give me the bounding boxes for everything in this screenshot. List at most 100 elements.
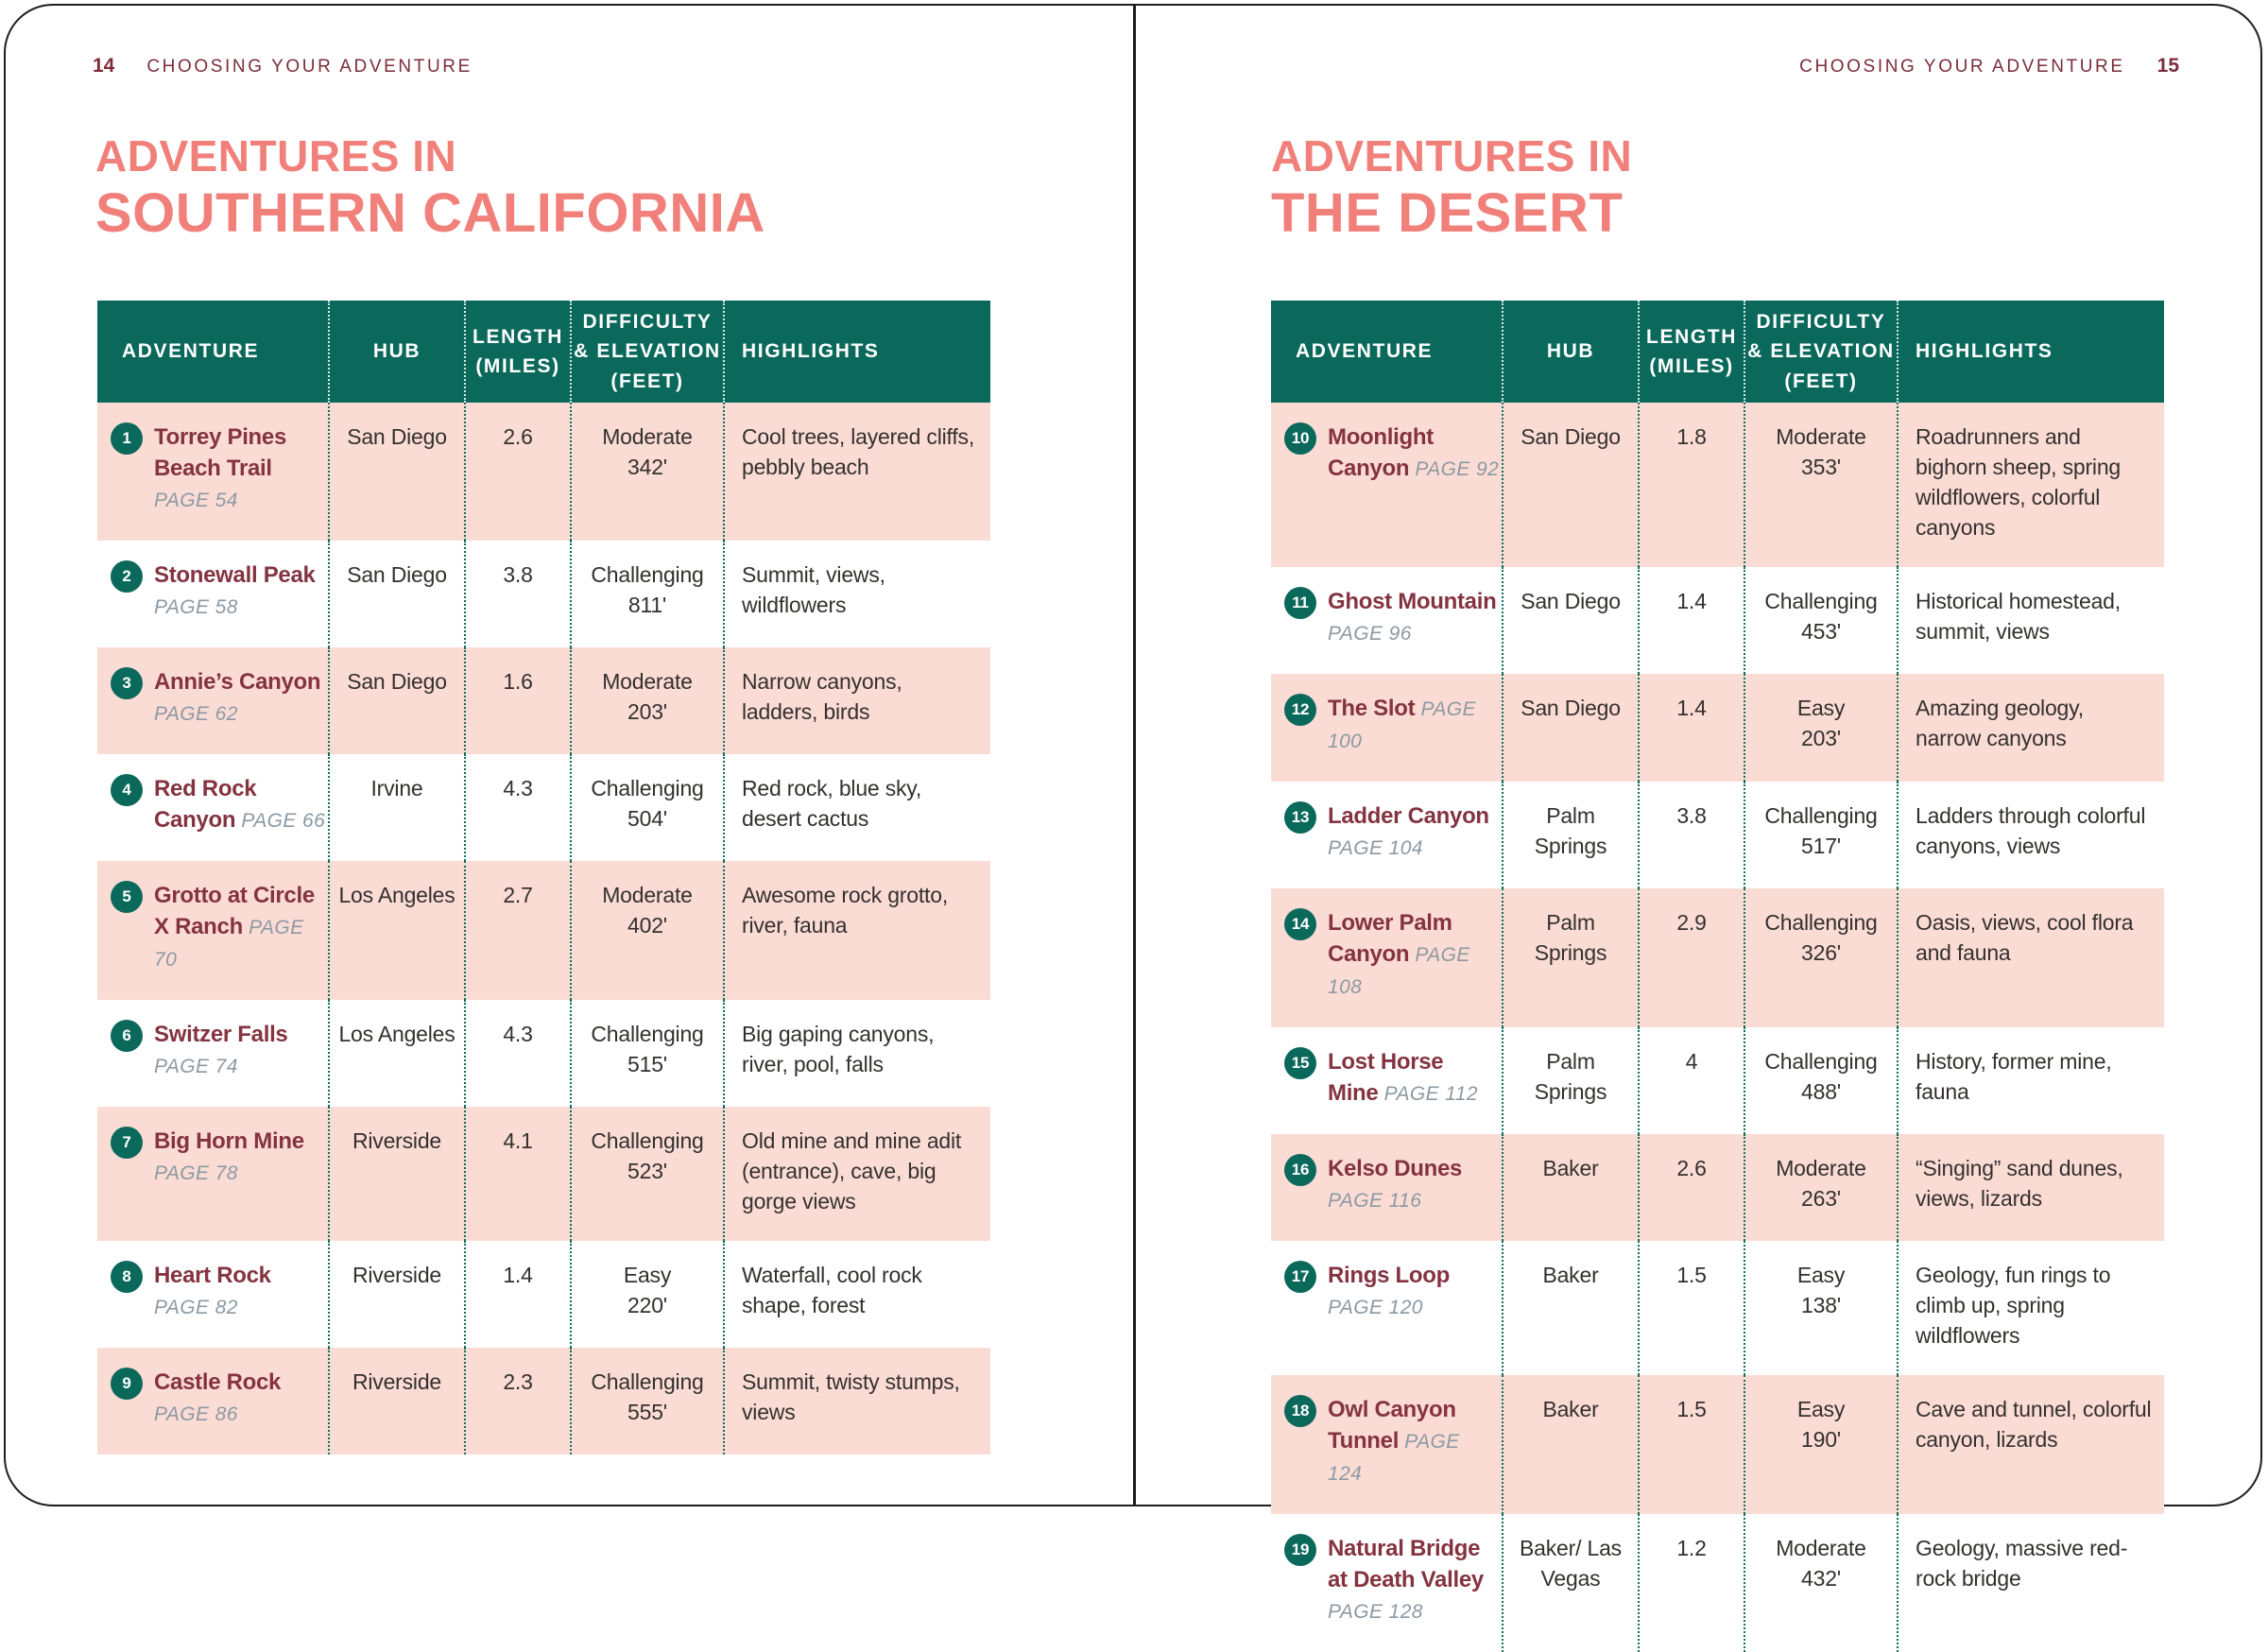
- difficulty-value: Challenging: [1764, 803, 1878, 828]
- table-header-row: ADVENTURE HUB LENGTH (MILES) DIFFICULTY …: [97, 301, 990, 403]
- adventure-cell: 8 Heart Rock PAGE 82: [97, 1241, 330, 1348]
- difficulty-value: Challenging: [1764, 589, 1878, 613]
- adventure-cell: 6 Switzer Falls PAGE 74: [97, 1000, 330, 1107]
- elevation-value: 488': [1801, 1079, 1841, 1104]
- col-header-length: LENGTH (MILES): [466, 301, 572, 403]
- highlights-cell: History, former mine, fauna: [1916, 1049, 2112, 1104]
- hub-cell: Irvine: [330, 754, 466, 861]
- adventure-cell: 13 Ladder Canyon PAGE 104: [1271, 782, 1503, 888]
- section-title-left-line2: SOUTHERN CALIFORNIA: [95, 181, 765, 244]
- adventure-page-ref: PAGE 100: [1328, 698, 1476, 752]
- difficulty-cell: Challenging 453': [1745, 567, 1899, 674]
- row-number-badge: 1: [111, 422, 143, 455]
- difficulty-value: Challenging: [591, 776, 704, 800]
- length-cell: 4.3: [466, 1000, 572, 1107]
- adventure-cell: 9 Castle Rock PAGE 86: [97, 1348, 330, 1454]
- highlights-cell: Roadrunners and bighorn sheep, spring wi…: [1916, 424, 2122, 540]
- adventure-page-ref: PAGE 74: [154, 1056, 238, 1077]
- adventure-name: Rings Loop: [1328, 1263, 1450, 1288]
- length-cell: 2.7: [466, 861, 572, 1000]
- difficulty-value: Moderate: [602, 883, 693, 907]
- difficulty-value: Challenging: [591, 562, 704, 587]
- book-spread: 14 CHOOSING YOUR ADVENTURE ADVENTURES IN…: [4, 4, 2262, 1652]
- row-number-badge: 18: [1284, 1395, 1316, 1427]
- row-number-badge: 7: [111, 1127, 143, 1159]
- hub-cell: Riverside: [330, 1348, 466, 1454]
- highlights-cell: Cool trees, layered cliffs, pebbly beach: [742, 424, 975, 479]
- adventure-page-ref: PAGE 66: [241, 810, 326, 832]
- section-title-left-line1: ADVENTURES IN: [95, 131, 457, 181]
- row-number-badge: 5: [111, 881, 143, 913]
- elevation-value: 811': [627, 593, 667, 617]
- adventure-name: Torrey Pines Beach Trail: [154, 424, 287, 481]
- length-cell: 1.4: [1640, 674, 1745, 782]
- adventure-page-ref: PAGE 62: [154, 703, 238, 725]
- elevation-value: 353': [1801, 455, 1841, 479]
- difficulty-cell: Challenging 326': [1745, 888, 1899, 1027]
- col-header-length: LENGTH (MILES): [1640, 301, 1745, 403]
- table-row: 2 Stonewall Peak PAGE 58 San Diego 3.8 C…: [97, 541, 990, 647]
- table-row: 16 Kelso Dunes PAGE 116 Baker 2.6 Modera…: [1271, 1134, 2164, 1241]
- row-number-badge: 15: [1284, 1047, 1316, 1079]
- hub-cell: Riverside: [330, 1107, 466, 1241]
- difficulty-value: Challenging: [591, 1128, 704, 1153]
- section-title-right: ADVENTURES IN THE DESERT: [1271, 134, 1632, 241]
- adventure-name: Lost Horse Mine: [1328, 1049, 1444, 1106]
- elevation-value: 453': [1801, 619, 1841, 644]
- hub-cell: Palm Springs: [1503, 782, 1640, 888]
- col-header-highlights: HIGHLIGHTS: [1916, 340, 2053, 363]
- difficulty-value: Challenging: [591, 1022, 704, 1046]
- adventure-page-ref: PAGE 70: [154, 917, 304, 971]
- difficulty-cell: Challenging 488': [1745, 1027, 1899, 1134]
- adventure-name: Stonewall Peak: [154, 562, 316, 588]
- adventure-table-right: ADVENTURE HUB LENGTH (MILES) DIFFICULTY …: [1271, 301, 2164, 1652]
- table-row: 18 Owl Canyon Tunnel PAGE 124 Baker 1.5 …: [1271, 1375, 2164, 1514]
- elevation-value: 432': [1801, 1566, 1841, 1591]
- hub-cell: Los Angeles: [330, 861, 466, 1000]
- length-cell: 3.8: [1640, 782, 1745, 888]
- adventure-cell: 15 Lost Horse Mine PAGE 112: [1271, 1027, 1503, 1134]
- length-cell: 1.5: [1640, 1241, 1745, 1375]
- adventure-name: Kelso Dunes: [1328, 1156, 1463, 1181]
- elevation-value: 523': [627, 1159, 667, 1183]
- row-number-badge: 17: [1284, 1261, 1316, 1293]
- row-number-badge: 10: [1284, 422, 1316, 455]
- table-row: 5 Grotto at Circle X Ranch PAGE 70 Los A…: [97, 861, 990, 1000]
- table-row: 1 Torrey Pines Beach Trail PAGE 54 San D…: [97, 403, 990, 541]
- elevation-value: 517': [1801, 834, 1841, 858]
- highlights-cell: Summit, twisty stumps, views: [742, 1369, 960, 1424]
- adventure-cell: 18 Owl Canyon Tunnel PAGE 124: [1271, 1375, 1503, 1514]
- adventure-name: Big Horn Mine: [154, 1128, 304, 1154]
- adventure-name: Ghost Mountain: [1328, 589, 1497, 614]
- adventure-name: Heart Rock: [154, 1263, 271, 1288]
- adventure-name: Red Rock Canyon: [154, 776, 257, 833]
- adventure-cell: 14 Lower Palm Canyon PAGE 108: [1271, 888, 1503, 1027]
- page-number-left: 14: [93, 55, 115, 77]
- highlights-cell: Historical homestead, summit, views: [1916, 589, 2121, 644]
- highlights-cell: Ladders through colorful canyons, views: [1916, 803, 2146, 858]
- hub-cell: Palm Springs: [1503, 888, 1640, 1027]
- page-spine-divider: [1133, 6, 1136, 1506]
- adventure-page-ref: PAGE 82: [154, 1297, 238, 1318]
- adventure-cell: 4 Red Rock Canyon PAGE 66: [97, 754, 330, 861]
- difficulty-value: Moderate: [1776, 424, 1866, 449]
- highlights-cell: Narrow canyons, ladders, birds: [742, 669, 902, 724]
- row-number-badge: 8: [111, 1261, 143, 1293]
- adventure-table-left: ADVENTURE HUB LENGTH (MILES) DIFFICULTY …: [97, 301, 990, 1454]
- table-row: 11 Ghost Mountain PAGE 96 San Diego 1.4 …: [1271, 567, 2164, 674]
- row-number-badge: 12: [1284, 694, 1316, 726]
- table-row: 14 Lower Palm Canyon PAGE 108 Palm Sprin…: [1271, 888, 2164, 1027]
- adventure-name: Annie’s Canyon: [154, 669, 321, 695]
- elevation-value: 326': [1801, 940, 1841, 965]
- length-cell: 1.6: [466, 647, 572, 754]
- row-number-badge: 16: [1284, 1154, 1316, 1186]
- hub-cell: San Diego: [1503, 567, 1640, 674]
- adventure-page-ref: PAGE 86: [154, 1403, 238, 1425]
- section-title-right-line2: THE DESERT: [1271, 181, 1624, 244]
- highlights-cell: Geology, fun rings to climb up, spring w…: [1916, 1263, 2111, 1348]
- length-cell: 4.3: [466, 754, 572, 861]
- length-cell: 1.4: [1640, 567, 1745, 674]
- elevation-value: 138': [1801, 1293, 1841, 1317]
- col-header-hub: HUB: [330, 301, 466, 403]
- hub-cell: Baker: [1503, 1375, 1640, 1514]
